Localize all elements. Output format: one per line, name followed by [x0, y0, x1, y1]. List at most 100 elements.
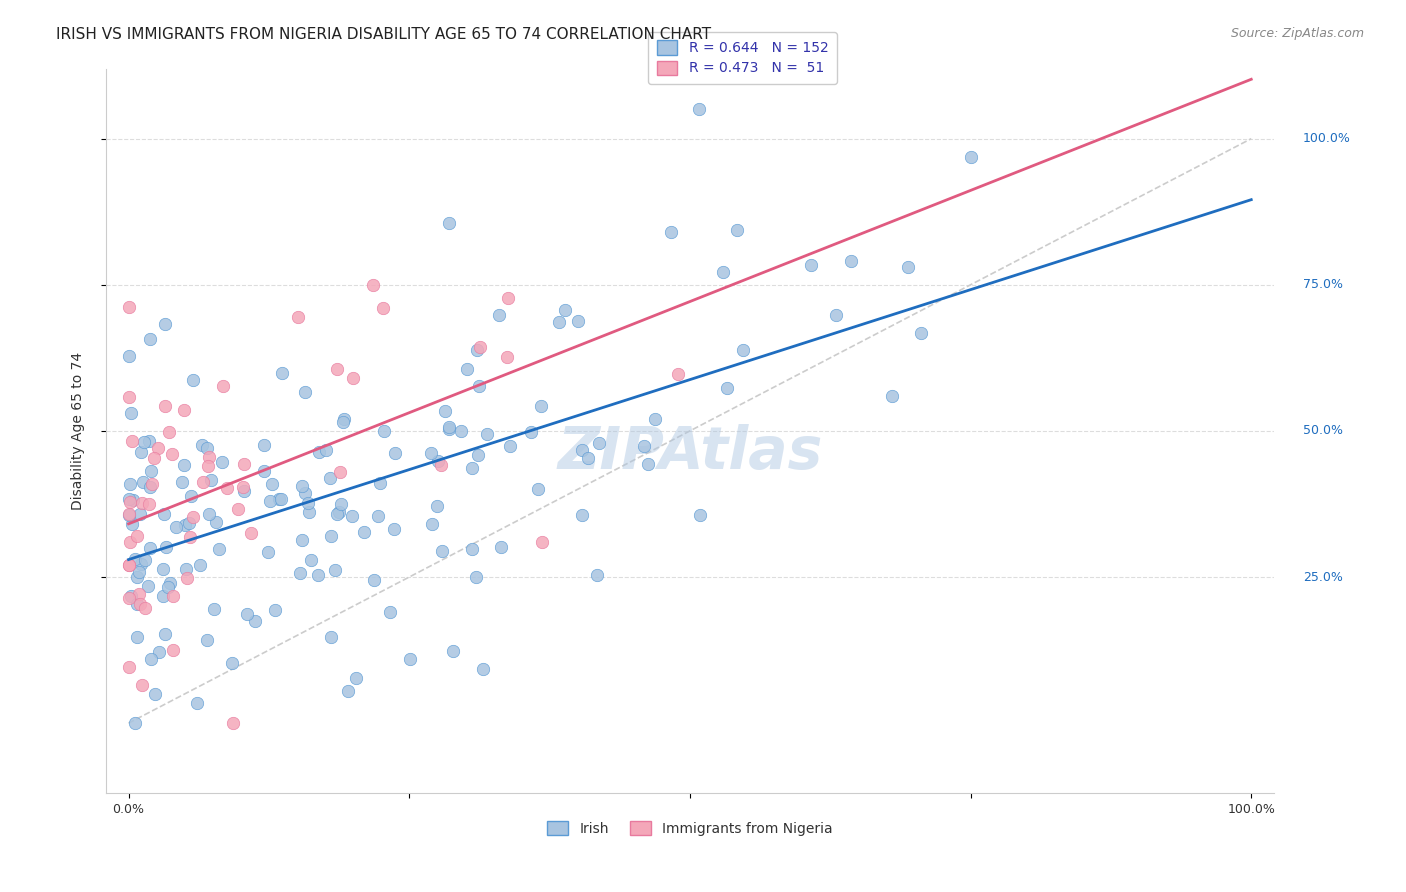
Text: IRISH VS IMMIGRANTS FROM NIGERIA DISABILITY AGE 65 TO 74 CORRELATION CHART: IRISH VS IMMIGRANTS FROM NIGERIA DISABIL…: [56, 27, 711, 42]
Point: [124, 716, 146, 731]
Point: [240, 525, 263, 540]
Point: [191, 438, 214, 452]
Point: [576, 450, 599, 465]
Point: [271, 366, 294, 380]
Point: [326, 507, 349, 521]
Point: [547, 315, 569, 329]
Point: [139, 541, 162, 555]
Point: [467, 449, 489, 463]
Point: [323, 563, 346, 577]
Point: [571, 508, 593, 522]
Point: [571, 443, 593, 458]
Point: [153, 507, 176, 521]
Point: [138, 332, 160, 346]
Point: [118, 507, 141, 521]
Point: [118, 508, 141, 522]
Point: [960, 150, 983, 164]
Point: [299, 553, 322, 567]
Point: [257, 545, 280, 559]
Point: [136, 579, 159, 593]
Point: [200, 473, 222, 487]
Point: [461, 541, 484, 556]
Point: [118, 390, 141, 404]
Point: [121, 516, 143, 531]
Point: [839, 253, 862, 268]
Point: [141, 476, 163, 491]
Point: [711, 265, 734, 279]
Point: [120, 589, 142, 603]
Point: [233, 457, 256, 471]
Point: [461, 461, 484, 475]
Point: [120, 406, 142, 420]
Point: [384, 446, 406, 460]
Point: [430, 458, 453, 472]
Point: [129, 557, 152, 571]
Text: 75.0%: 75.0%: [1303, 278, 1343, 292]
Point: [420, 446, 443, 460]
Point: [198, 507, 221, 521]
Point: [420, 516, 443, 531]
Point: [427, 453, 450, 467]
Point: [437, 419, 460, 434]
Point: [221, 656, 243, 670]
Point: [134, 601, 156, 615]
Point: [117, 558, 139, 572]
Point: [125, 529, 148, 543]
Point: [554, 302, 576, 317]
Point: [162, 590, 184, 604]
Point: [236, 607, 259, 622]
Point: [373, 301, 395, 315]
Point: [232, 480, 254, 494]
Point: [308, 445, 330, 459]
Point: [337, 684, 360, 698]
Point: [437, 216, 460, 230]
Point: [233, 483, 256, 498]
Text: Source: ZipAtlas.com: Source: ZipAtlas.com: [1230, 27, 1364, 40]
Point: [205, 515, 228, 529]
Point: [121, 493, 143, 508]
Point: [138, 497, 160, 511]
Point: [152, 562, 174, 576]
Point: [373, 424, 395, 438]
Point: [472, 662, 495, 676]
Point: [291, 479, 314, 493]
Point: [800, 258, 823, 272]
Point: [363, 574, 385, 588]
Point: [222, 716, 245, 731]
Point: [439, 422, 461, 436]
Point: [329, 496, 352, 510]
Point: [157, 580, 180, 594]
Point: [139, 480, 162, 494]
Point: [294, 486, 316, 500]
Point: [361, 277, 384, 292]
Point: [328, 466, 350, 480]
Point: [134, 553, 156, 567]
Point: [262, 477, 284, 491]
Point: [211, 455, 233, 469]
Point: [243, 614, 266, 628]
Point: [188, 558, 211, 573]
Text: ZIPAtlas: ZIPAtlas: [557, 425, 823, 481]
Point: [716, 381, 738, 395]
Point: [146, 441, 169, 455]
Point: [315, 443, 337, 458]
Point: [725, 223, 748, 237]
Point: [131, 496, 153, 510]
Legend: Irish, Immigrants from Nigeria: Irish, Immigrants from Nigeria: [538, 813, 841, 845]
Point: [176, 571, 198, 585]
Point: [496, 292, 519, 306]
Point: [378, 606, 401, 620]
Point: [259, 494, 281, 508]
Point: [152, 589, 174, 603]
Point: [118, 350, 141, 364]
Point: [173, 458, 195, 472]
Point: [897, 260, 920, 275]
Point: [160, 447, 183, 461]
Point: [124, 552, 146, 566]
Point: [399, 652, 422, 666]
Point: [468, 340, 491, 354]
Point: [659, 225, 682, 239]
Text: 50.0%: 50.0%: [1303, 425, 1343, 437]
Point: [118, 660, 141, 674]
Point: [588, 436, 610, 450]
